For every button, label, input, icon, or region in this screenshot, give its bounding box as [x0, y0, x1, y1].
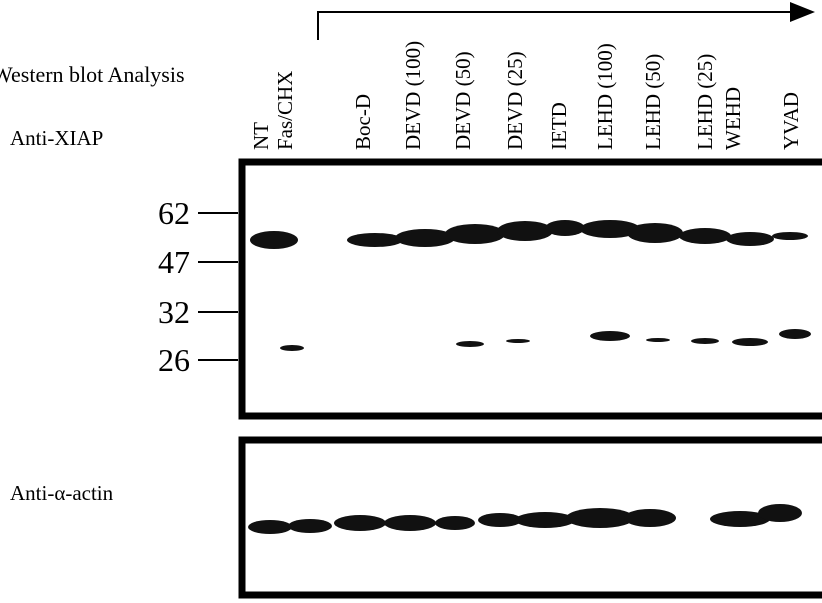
xiap-bands — [250, 220, 811, 351]
treatment-arrow — [317, 2, 815, 40]
marker-label: 47 — [158, 244, 190, 280]
lane-label: YVAD — [779, 92, 803, 150]
marker-label: 62 — [158, 195, 190, 231]
lane-label: Fas/CHX — [273, 71, 297, 150]
lane-label: WEHD — [721, 87, 745, 150]
lane-label: LEHD (25) — [693, 54, 717, 150]
marker-label: 32 — [158, 294, 190, 330]
panel-label: Anti-α-actin — [10, 481, 114, 505]
actin-bands — [248, 504, 802, 534]
lane-label: Boc-D — [351, 94, 375, 150]
lane-label: IETD — [547, 102, 571, 150]
lane-label: DEVD (100) — [401, 41, 425, 150]
lane-label: LEHD (100) — [593, 43, 617, 150]
lane-label: DEVD (50) — [451, 51, 475, 150]
blot-box — [238, 158, 822, 420]
figure-title: Western blot Analysis — [0, 62, 185, 87]
blot-box — [238, 436, 822, 599]
lane-label: LEHD (50) — [641, 54, 665, 150]
marker-label: 26 — [158, 342, 190, 378]
lane-label: DEVD (25) — [503, 51, 527, 150]
lane-label: NT — [249, 122, 273, 150]
panel-label: Anti-XIAP — [10, 126, 103, 150]
